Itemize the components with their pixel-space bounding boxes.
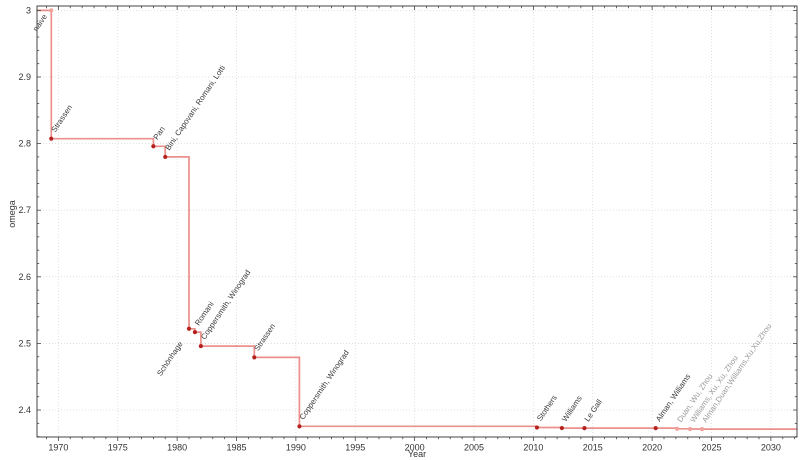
x-tick-label: 2010 [523,443,543,453]
x-tick-label: 2015 [583,443,603,453]
point-label: Stothers [535,393,559,422]
data-point-marker [252,355,257,360]
y-tick-label: 3 [26,5,31,15]
y-tick-label: 2.7 [18,205,31,215]
data-point-marker [674,426,680,431]
x-axis-label: Year [407,449,427,459]
data-point-marker [559,425,564,431]
data-point-marker [192,329,198,335]
data-point-marker [163,154,168,160]
data-point-marker [151,144,156,149]
data-point-marker [198,343,203,349]
y-axis-label: omega [7,200,17,228]
point-label: Alman,Duan,Williams,Xu,Xu,Zhou [700,322,773,424]
point-label: Le Gall [583,397,604,423]
point-label: Schönhage [155,340,185,378]
x-tick-label: 2005 [464,443,484,453]
point-label: Williams [560,394,584,423]
point-label: Strassen [252,322,277,353]
point-label: naive [31,12,49,32]
data-point-marker [49,136,54,141]
point-label: Strassen [49,103,74,134]
point-label: Coppersmith, Winograd [298,348,351,421]
x-tick-label: 2020 [642,443,662,453]
x-tick-label: 1990 [286,443,306,453]
plot-border [36,5,798,438]
y-tick-label: 2.5 [18,338,31,348]
y-tick-label: 2.4 [18,405,31,415]
data-point-marker [49,8,54,13]
point-label: Pan [152,125,167,142]
data-point-marker [297,424,302,429]
x-tick-label: 1995 [345,443,365,453]
data-point-marker [688,426,693,432]
y-tick-label: 2.9 [18,72,31,82]
y-tick-label: 2.6 [18,272,31,282]
x-tick-label: 2025 [701,443,721,453]
x-tick-label: 2030 [761,443,781,453]
x-tick-label: 1975 [108,443,128,453]
x-tick-label: 1970 [48,443,68,453]
y-tick-label: 2.8 [18,139,31,149]
data-point-marker [582,425,587,431]
x-tick-label: 1980 [167,443,187,453]
data-point-marker [699,427,705,432]
data-point-marker [653,426,658,431]
omega-step-line [37,9,797,430]
x-tick-label: 1985 [226,443,246,453]
data-point-marker [186,326,192,331]
x-tick-label: 2000 [405,443,425,453]
data-point-marker [534,425,540,430]
